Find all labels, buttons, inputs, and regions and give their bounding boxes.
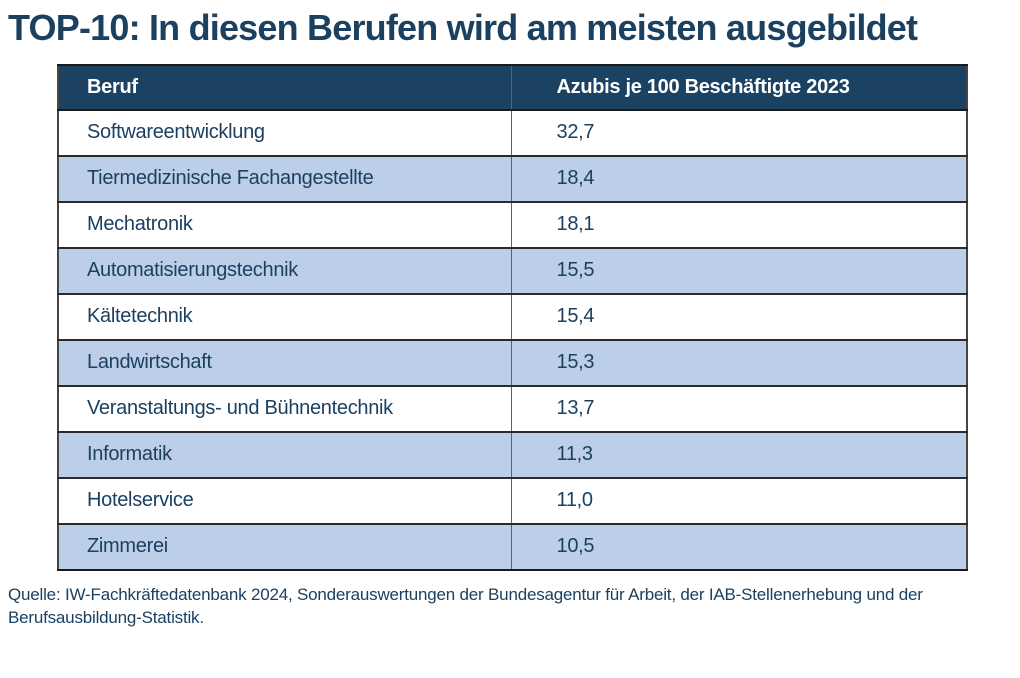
cell-value: 32,7	[511, 109, 967, 157]
table-row: Tiermedizinische Fachangestellte 18,4	[58, 155, 967, 203]
page-title: TOP-10: In diesen Berufen wird am meiste…	[8, 7, 918, 48]
cell-value: 10,5	[511, 523, 967, 571]
table-row: Informatik 11,3	[58, 431, 967, 479]
table-row: Veranstaltungs- und Bühnentechnik 13,7	[58, 385, 967, 433]
table-row: Softwareentwicklung 32,7	[58, 109, 967, 157]
table-body: Softwareentwicklung 32,7 Tiermedizinische …	[58, 109, 967, 571]
cell-beruf: Mechatronik	[58, 201, 512, 249]
table-row: Mechatronik 18,1	[58, 201, 967, 249]
cell-beruf: Landwirtschaft	[58, 339, 512, 387]
table-row: Zimmerei 10,5	[58, 523, 967, 571]
cell-beruf: Informatik	[58, 431, 512, 479]
cell-value: 13,7	[511, 385, 967, 433]
top10-table: Beruf Azubis je 100 Beschäftigte 2023 So…	[57, 63, 968, 571]
table-header-row: Beruf Azubis je 100 Beschäftigte 2023	[58, 63, 967, 111]
table-row: Kältetechnik 15,4	[58, 293, 967, 341]
column-header-beruf: Beruf	[58, 63, 512, 111]
cell-beruf: Veranstaltungs- und Bühnentechnik	[58, 385, 512, 433]
column-header-value: Azubis je 100 Beschäftigte 2023	[511, 63, 967, 111]
table-row: Hotelservice 11,0	[58, 477, 967, 525]
cell-value: 15,4	[511, 293, 967, 341]
table-header: Beruf Azubis je 100 Beschäftigte 2023	[58, 63, 967, 111]
table-row: Landwirtschaft 15,3	[58, 339, 967, 387]
cell-beruf: Automatisierungstechnik	[58, 247, 512, 295]
cell-value: 15,5	[511, 247, 967, 295]
cell-beruf: Hotelservice	[58, 477, 512, 525]
cell-value: 11,0	[511, 477, 967, 525]
cell-value: 18,1	[511, 201, 967, 249]
cell-value: 18,4	[511, 155, 967, 203]
source-note: Quelle: IW-Fachkräftedatenbank 2024, Son…	[8, 584, 923, 627]
cell-beruf: Softwareentwicklung	[58, 109, 512, 157]
cell-beruf: Zimmerei	[58, 523, 512, 571]
cell-value: 11,3	[511, 431, 967, 479]
cell-beruf: Kältetechnik	[58, 293, 512, 341]
cell-value: 15,3	[511, 339, 967, 387]
cell-beruf: Tiermedizinische Fachangestellte	[58, 155, 512, 203]
table-row: Automatisierungstechnik 15,5	[58, 247, 967, 295]
